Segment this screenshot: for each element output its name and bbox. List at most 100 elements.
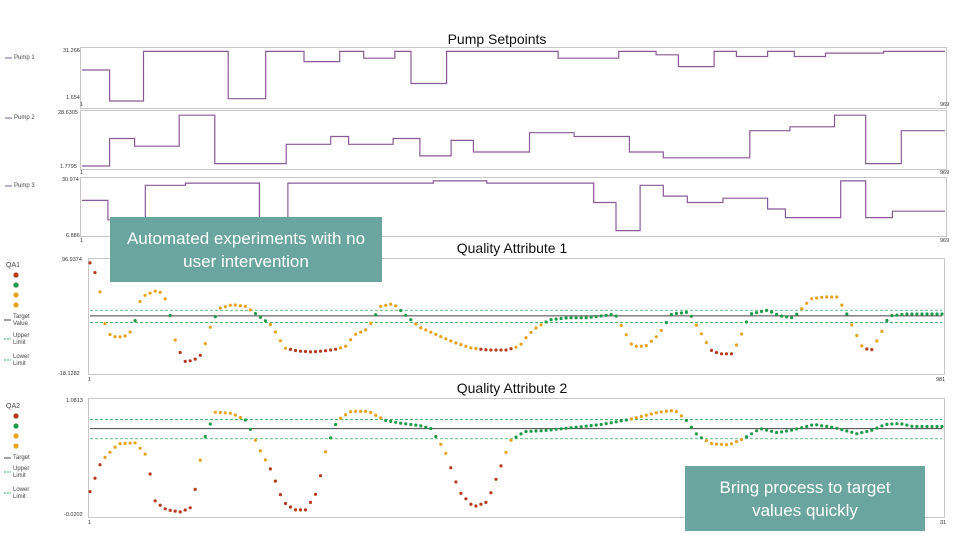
qa1-point xyxy=(153,289,157,293)
qa1-point xyxy=(313,350,318,354)
qa2-point xyxy=(704,439,709,443)
qa2-point xyxy=(564,426,568,430)
qa1-point xyxy=(108,332,112,337)
pump-3-xmax-label: 969 xyxy=(940,238,950,244)
qa2-point xyxy=(324,450,328,454)
qa2-point xyxy=(835,426,839,430)
qa2-point xyxy=(840,428,844,432)
qa1-point xyxy=(805,301,809,305)
qa1-point xyxy=(329,348,333,352)
qa1-point xyxy=(639,344,643,348)
qa1-point xyxy=(709,348,714,352)
qa2-point xyxy=(128,441,132,445)
qa1-point xyxy=(504,348,508,352)
qa1-point xyxy=(870,348,874,352)
qa2-point xyxy=(920,424,924,429)
pump-1-series-line xyxy=(82,50,945,102)
qa2-point xyxy=(569,426,573,430)
qa1-point xyxy=(394,304,398,308)
qa2-point xyxy=(644,413,648,417)
qa1-point xyxy=(88,261,92,265)
qa1-legend-upper: Upper Limit xyxy=(13,333,30,346)
qa1-point xyxy=(584,316,588,320)
qa1-point xyxy=(825,295,829,299)
qa1-point xyxy=(268,322,272,327)
pump-3-ymax-label: 30.974 xyxy=(62,177,79,183)
qa2-point xyxy=(374,413,378,417)
qa2-point xyxy=(760,427,764,431)
qa1-legend-dot xyxy=(13,282,19,288)
qa2-point xyxy=(785,429,789,433)
qa2-point xyxy=(444,451,448,455)
qa2-point xyxy=(734,440,739,444)
qa2-point xyxy=(905,423,909,427)
qa1-point xyxy=(238,304,242,308)
qa2-point xyxy=(253,438,257,442)
qa2-point xyxy=(514,435,518,439)
pump-2-series-line xyxy=(82,114,945,167)
qa1-point xyxy=(519,342,523,346)
qa2-point xyxy=(183,508,187,512)
qa1-point xyxy=(98,290,102,294)
qa1-point xyxy=(474,347,478,351)
qa1-point xyxy=(298,349,303,353)
qa2-point xyxy=(98,463,102,467)
qa2-point xyxy=(629,417,633,421)
qa1-point xyxy=(594,315,598,319)
qa2-point xyxy=(434,434,438,439)
qa1-point xyxy=(499,348,503,352)
qa1-point xyxy=(138,299,142,304)
qa1-point xyxy=(208,325,212,329)
qa1-point xyxy=(143,293,147,297)
qa2-point xyxy=(123,441,127,445)
qa2-point xyxy=(354,409,358,413)
qa1-point xyxy=(604,313,608,317)
pump-1-ymin-label: 1.654 xyxy=(66,95,80,101)
qa2-point xyxy=(138,446,142,450)
qa1-point xyxy=(714,350,719,355)
qa1-point xyxy=(895,313,899,317)
qa1-point xyxy=(935,312,939,316)
qa2-point xyxy=(404,422,408,426)
qa1-point xyxy=(324,349,328,353)
qa2-legend-dot xyxy=(13,413,19,419)
qa2-point xyxy=(344,413,348,417)
qa2-point xyxy=(845,429,849,433)
qa1-point xyxy=(273,330,277,334)
qa1-point xyxy=(384,303,388,307)
qa2-legend-dot xyxy=(13,443,19,449)
qa2-ymax-label: 1.0813 xyxy=(66,398,83,404)
qa1-point xyxy=(785,315,789,319)
qa1-point xyxy=(554,317,558,321)
qa2-point xyxy=(649,412,653,416)
qa2-point xyxy=(243,418,247,422)
pump-1-ymax-label: 31.266 xyxy=(63,48,80,54)
qa1-point xyxy=(599,314,603,318)
legend-pump-2: Pump 2 xyxy=(14,115,35,121)
qa1-legend-title: QA1 xyxy=(6,262,21,269)
qa2-point xyxy=(544,428,548,432)
qa1-point xyxy=(133,319,137,323)
qa1-point xyxy=(494,348,498,352)
qa2-point xyxy=(719,442,724,446)
qa2-point xyxy=(689,425,694,429)
qa2-point xyxy=(449,466,453,470)
qa2-point xyxy=(790,428,794,432)
qa2-point xyxy=(744,435,749,439)
qa1-point xyxy=(359,330,363,334)
qa1-legend-dot xyxy=(13,292,19,298)
qa2-point xyxy=(113,445,117,449)
qa1-point xyxy=(765,308,769,312)
qa2-point xyxy=(313,492,318,496)
pump-2-ymax-label: 28.6305 xyxy=(58,110,78,116)
chart-title-pump-setpoints: Pump Setpoints xyxy=(447,31,547,47)
qa2-point xyxy=(910,424,914,428)
qa1-point xyxy=(248,308,252,312)
qa2-point xyxy=(293,508,298,512)
qa2-point xyxy=(103,455,107,459)
qa2-point xyxy=(614,420,618,424)
qa2-point xyxy=(93,476,97,480)
qa1-point xyxy=(679,311,684,315)
qa2-legend-lower: Lower Limit xyxy=(13,487,30,500)
qa2-point xyxy=(594,423,598,427)
